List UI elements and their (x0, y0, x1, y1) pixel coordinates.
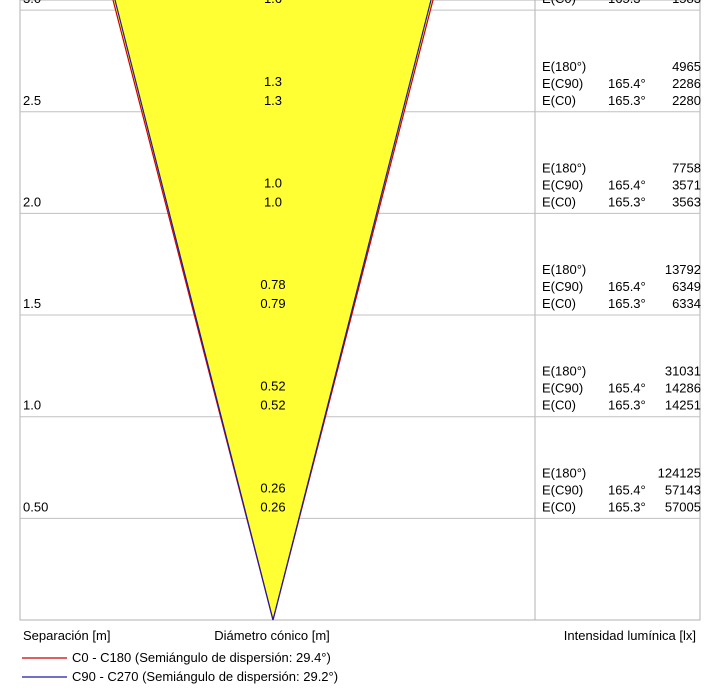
illuminance-e180-label: E(180°) (542, 465, 586, 480)
illuminance-ec0-angle: 165.3° (608, 194, 646, 209)
illuminance-ec90-label: E(C90) (542, 482, 583, 497)
diameter-c90-value: 1.6 (264, 0, 282, 6)
separation-value: 0.50 (23, 499, 48, 514)
illuminance-e180-value: 124125 (658, 465, 701, 480)
illuminance-ec0-value: 14251 (665, 398, 701, 413)
separation-value: 1.0 (23, 398, 41, 413)
illuminance-ec90-angle: 165.4° (608, 76, 646, 91)
illuminance-e180-label: E(180°) (542, 364, 586, 379)
illuminance-ec90-value: 3571 (672, 177, 701, 192)
illuminance-ec0-value: 57005 (665, 499, 701, 514)
diameter-c90-value: 1.3 (264, 93, 282, 108)
illuminance-ec0-angle: 165.3° (608, 0, 646, 6)
diameter-c90-value: 0.52 (260, 398, 285, 413)
separation-value: 2.5 (23, 93, 41, 108)
illuminance-ec90-value: 2286 (672, 76, 701, 91)
diameter-c90-value: 0.79 (260, 296, 285, 311)
illuminance-ec90-angle: 165.4° (608, 482, 646, 497)
illuminance-ec90-label: E(C90) (542, 279, 583, 294)
illuminance-ec90-value: 14286 (665, 381, 701, 396)
legend: C0 - C180 (Semiángulo de dispersión: 29.… (22, 650, 338, 684)
illuminance-ec90-label: E(C90) (542, 381, 583, 396)
illuminance-ec0-angle: 165.3° (608, 499, 646, 514)
illuminance-ec0-label: E(C0) (542, 398, 576, 413)
illuminance-e180-label: E(180°) (542, 59, 586, 74)
illuminance-axis-label: Intensidad lumínica [lx] (564, 628, 696, 643)
illuminance-ec90-value: 57143 (665, 482, 701, 497)
diameter-c90-value: 1.0 (264, 194, 282, 209)
illuminance-e180-value: 13792 (665, 262, 701, 277)
separation-value: 3.0 (23, 0, 41, 6)
illuminance-e180-value: 31031 (665, 364, 701, 379)
diameter-c0-value: 1.0 (264, 175, 282, 190)
separation-axis-label: Separación [m] (23, 628, 110, 643)
illuminance-ec90-angle: 165.4° (608, 381, 646, 396)
illuminance-ec0-label: E(C0) (542, 296, 576, 311)
illuminance-ec0-angle: 165.3° (608, 398, 646, 413)
illuminance-ec0-value: 2280 (672, 93, 701, 108)
illuminance-ec0-value: 3563 (672, 194, 701, 209)
illuminance-ec0-angle: 165.3° (608, 93, 646, 108)
diameter-c90-value: 0.26 (260, 499, 285, 514)
illuminance-ec90-value: 6349 (672, 279, 701, 294)
separation-value: 1.5 (23, 296, 41, 311)
diameter-c0-value: 0.78 (260, 277, 285, 292)
illuminance-ec0-value: 6334 (672, 296, 701, 311)
diameter-axis-label: Diámetro cónico [m] (214, 628, 330, 643)
illuminance-e180-label: E(180°) (542, 262, 586, 277)
illuminance-ec0-label: E(C0) (542, 499, 576, 514)
separation-value: 2.0 (23, 194, 41, 209)
plot-frame (19, 0, 701, 621)
illuminance-e180-label: E(180°) (542, 160, 586, 175)
illuminance-ec90-angle: 165.4° (608, 177, 646, 192)
illuminance-ec0-angle: 165.3° (608, 296, 646, 311)
illuminance-ec90-label: E(C90) (542, 76, 583, 91)
illuminance-ec0-value: 1583 (672, 0, 701, 6)
cone-area (113, 0, 433, 620)
diameter-c0-value: 0.52 (260, 379, 285, 394)
illuminance-ec0-label: E(C0) (542, 0, 576, 6)
c90-c270-left-edge (114, 0, 274, 621)
illuminance-e180-value: 7758 (672, 160, 701, 175)
illuminance-ec90-label: E(C90) (542, 177, 583, 192)
illuminance-ec0-label: E(C0) (542, 93, 576, 108)
diameter-c0-value: 0.26 (260, 480, 285, 495)
c90-c270-right-edge (272, 0, 432, 621)
diameter-c0-value: 1.3 (264, 74, 282, 89)
illuminance-ec90-angle: 165.4° (608, 279, 646, 294)
illuminance-e180-value: 4965 (672, 59, 701, 74)
illuminance-ec0-label: E(C0) (542, 194, 576, 209)
legend-c0-label: C0 - C180 (Semiángulo de dispersión: 29.… (72, 650, 331, 665)
legend-c90-label: C90 - C270 (Semiángulo de dispersión: 29… (72, 669, 338, 684)
